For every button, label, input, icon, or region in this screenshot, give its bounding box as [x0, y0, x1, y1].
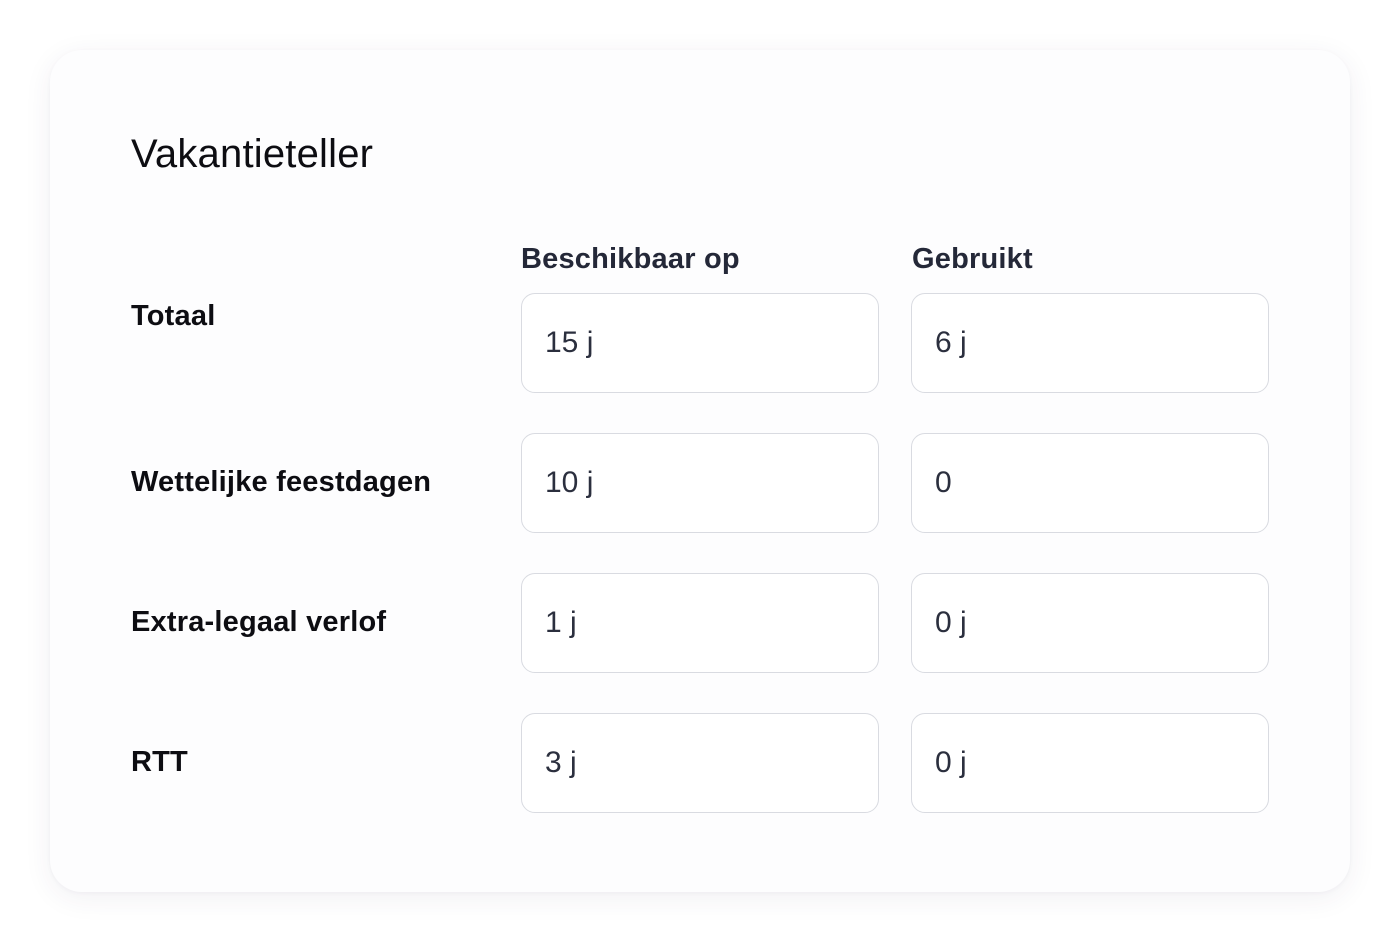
total-available-field[interactable] — [521, 293, 879, 393]
extra-legal-leave-available-field[interactable] — [521, 573, 879, 673]
column-header-used: Gebruikt — [912, 243, 1033, 275]
total-used-field[interactable] — [911, 293, 1269, 393]
extra-legal-leave-used-field[interactable] — [911, 573, 1269, 673]
row-label-extra-legal-leave: Extra-legaal verlof — [131, 606, 387, 638]
public-holidays-available-field[interactable] — [521, 433, 879, 533]
row-label-total: Totaal — [131, 300, 216, 332]
vacation-counter-card: Vakantieteller Beschikbaar op Gebruikt T… — [50, 50, 1350, 892]
row-label-rtt: RTT — [131, 746, 188, 778]
rtt-used-field[interactable] — [911, 713, 1269, 813]
row-label-public-holidays: Wettelijke feestdagen — [131, 466, 432, 498]
public-holidays-used-field[interactable] — [911, 433, 1269, 533]
card-title: Vakantieteller — [131, 132, 374, 176]
column-header-available: Beschikbaar op — [521, 243, 740, 275]
rtt-available-field[interactable] — [521, 713, 879, 813]
